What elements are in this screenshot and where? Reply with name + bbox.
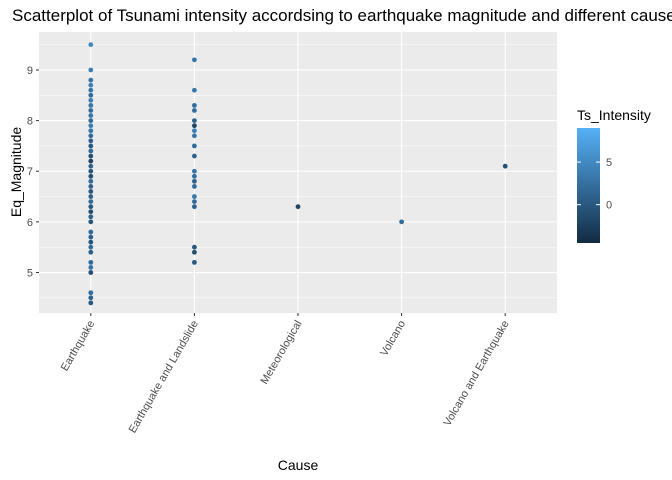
- data-point: [88, 173, 94, 179]
- data-point: [88, 138, 94, 144]
- data-point: [88, 67, 94, 73]
- data-point: [88, 189, 94, 194]
- data-point: [192, 178, 197, 184]
- data-point: [192, 57, 197, 63]
- legend-ticks: 05: [577, 157, 612, 212]
- data-point: [88, 123, 94, 129]
- data-point: [88, 209, 94, 215]
- data-point: [88, 143, 94, 149]
- x-tick-label: Volcano: [378, 319, 408, 359]
- data-point: [88, 239, 94, 245]
- data-point: [88, 42, 94, 48]
- data-point: [88, 148, 94, 154]
- legend-tick-label: 0: [606, 200, 612, 212]
- data-point: [192, 259, 197, 265]
- data-point: [192, 204, 197, 210]
- data-point: [192, 249, 197, 255]
- data-points: [88, 42, 508, 306]
- data-point: [88, 158, 94, 164]
- y-axis-title: Eq_Magnitude: [8, 127, 24, 218]
- data-point: [192, 153, 197, 159]
- data-point: [88, 290, 94, 296]
- data-point: [502, 163, 508, 169]
- data-point: [192, 108, 197, 113]
- data-point: [88, 300, 94, 306]
- y-tick-label: 8: [27, 116, 33, 128]
- data-point: [192, 118, 197, 124]
- y-tick-label: 9: [27, 65, 33, 77]
- data-point: [88, 133, 94, 139]
- gridlines: [39, 32, 557, 313]
- chart-title: Scatterplot of Tsunami intensity accords…: [12, 6, 672, 25]
- x-axis-title: Cause: [278, 457, 319, 473]
- data-point: [88, 219, 94, 225]
- data-point: [88, 163, 94, 169]
- data-point: [295, 204, 301, 210]
- data-point: [192, 103, 197, 108]
- data-point: [88, 234, 94, 240]
- y-axis: 5 6 7 8 9: [27, 65, 39, 279]
- y-tick-label: 7: [27, 166, 33, 178]
- data-point: [88, 153, 94, 159]
- data-point: [192, 133, 197, 139]
- data-point: [88, 199, 94, 205]
- data-point: [88, 92, 94, 98]
- data-point: [88, 82, 94, 88]
- data-point: [192, 168, 197, 174]
- data-point: [88, 168, 94, 174]
- data-point: [88, 118, 94, 124]
- data-point: [88, 184, 94, 189]
- data-point: [88, 77, 94, 83]
- x-axis: Earthquake Earthquake and Landslide Meteor…: [59, 313, 512, 435]
- data-point: [192, 128, 197, 134]
- legend-title: Ts_Intensity: [577, 107, 651, 123]
- x-tick-label: Meteorological: [258, 319, 304, 387]
- data-point: [192, 123, 197, 129]
- data-point: [88, 249, 94, 255]
- y-tick-label: 6: [27, 217, 33, 229]
- data-point: [88, 244, 94, 250]
- data-point: [88, 295, 94, 301]
- data-point: [88, 103, 94, 108]
- legend-colorbar: [577, 128, 600, 243]
- data-point: [88, 270, 94, 275]
- data-point: [88, 259, 94, 265]
- data-point: [192, 244, 197, 250]
- legend-tick-label: 5: [606, 157, 612, 169]
- data-point: [88, 128, 94, 134]
- data-point: [88, 113, 94, 118]
- data-point: [88, 265, 94, 270]
- data-point: [192, 173, 197, 179]
- data-point: [192, 184, 197, 189]
- data-point: [192, 87, 197, 93]
- data-point: [88, 97, 94, 103]
- data-point: [192, 194, 197, 199]
- data-point: [88, 108, 94, 113]
- x-tick-label: Volcano and Earthquake: [441, 319, 511, 429]
- data-point: [192, 143, 197, 149]
- data-point: [88, 178, 94, 184]
- data-point: [88, 204, 94, 210]
- data-point: [88, 229, 94, 235]
- x-tick-label: Earthquake and Landslide: [127, 319, 201, 436]
- x-tick-label: Earthquake: [59, 319, 98, 374]
- data-point: [88, 214, 94, 220]
- data-point: [88, 194, 94, 199]
- data-point: [88, 87, 94, 93]
- data-point: [192, 199, 197, 205]
- legend: Ts_Intensity 05: [577, 107, 651, 243]
- y-tick-label: 5: [27, 267, 33, 279]
- data-point: [399, 219, 404, 225]
